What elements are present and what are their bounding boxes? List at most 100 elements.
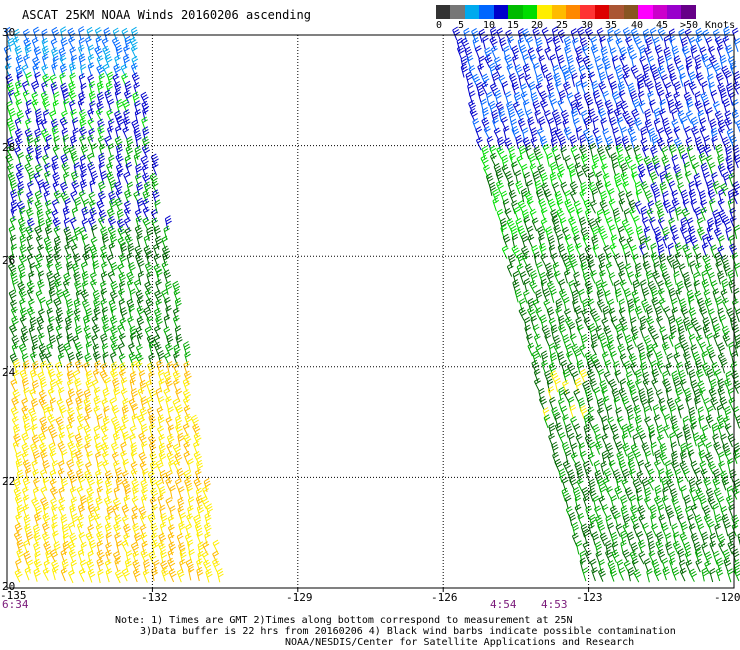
wind-barb <box>624 486 633 501</box>
wind-barb <box>130 442 138 457</box>
wind-barb <box>42 45 50 60</box>
wind-barb <box>81 298 90 313</box>
wind-barb <box>59 63 68 78</box>
wind-barb <box>550 98 558 113</box>
wind-barb <box>106 108 114 123</box>
scale-color-cell <box>464 5 480 19</box>
wind-barb <box>483 164 490 179</box>
wind-barb <box>178 542 186 557</box>
wind-barb <box>578 288 585 303</box>
wind-barb <box>123 53 130 69</box>
wind-barb <box>679 567 687 582</box>
wind-barb <box>704 560 712 574</box>
wind-barb <box>549 53 557 68</box>
wind-barb <box>51 209 59 223</box>
wind-barb <box>601 504 609 518</box>
wind-barb <box>80 494 87 510</box>
wind-barb <box>28 407 37 421</box>
wind-barb <box>155 479 163 493</box>
wind-barb <box>53 243 62 258</box>
wind-barb <box>566 54 574 70</box>
wind-barb <box>150 487 159 502</box>
wind-barb <box>130 449 138 464</box>
scale-label: 40 <box>631 20 644 31</box>
wind-barb <box>658 297 666 312</box>
wind-barb <box>637 342 645 357</box>
wind-barb <box>651 155 660 170</box>
wind-barb <box>688 36 696 51</box>
wind-barb <box>694 91 701 106</box>
wind-barb <box>26 306 36 321</box>
wind-barb <box>583 423 591 438</box>
wind-barb <box>665 505 673 520</box>
wind-barb <box>165 416 173 430</box>
wind-barb <box>521 163 528 179</box>
wind-barb <box>51 161 59 176</box>
wind-barb <box>42 459 50 474</box>
wind-barb <box>119 317 127 332</box>
wind-barb <box>123 116 131 131</box>
wind-barb <box>717 342 726 357</box>
wind-barb <box>115 163 124 178</box>
wind-barb <box>179 512 187 527</box>
wind-barb <box>696 217 704 232</box>
wind-barb <box>645 315 655 330</box>
wind-barb <box>717 496 725 511</box>
wind-barb <box>651 134 659 149</box>
wind-barb <box>720 182 729 197</box>
wind-barb <box>49 378 57 394</box>
lat-label-20: 20 <box>2 580 16 593</box>
wind-barb <box>5 73 14 88</box>
wind-barb <box>722 549 731 563</box>
wind-barb <box>47 323 54 338</box>
wind-barb <box>155 459 164 474</box>
wind-barb <box>523 289 530 304</box>
wind-barb <box>578 64 586 79</box>
wind-barb <box>688 307 697 322</box>
wind-barb <box>518 72 525 88</box>
wind-barb <box>708 271 715 287</box>
wind-barb <box>19 233 27 249</box>
wind-barb <box>623 560 631 574</box>
wind-barb <box>144 281 153 295</box>
wind-barb <box>19 369 28 383</box>
wind-barb <box>683 494 691 509</box>
wind-barb <box>97 190 106 205</box>
wind-barb <box>706 235 714 249</box>
wind-barb <box>554 45 562 60</box>
wind-barb <box>53 190 62 204</box>
wind-barb <box>650 512 657 528</box>
wind-barb <box>71 180 80 194</box>
wind-barb <box>33 523 41 539</box>
wind-barb <box>614 512 621 527</box>
wind-barb <box>13 90 21 105</box>
wind-barb <box>640 180 649 195</box>
wind-barb <box>654 200 664 214</box>
wind-barb <box>108 190 116 205</box>
scale-color-cell <box>551 5 566 19</box>
wind-barb <box>53 541 61 556</box>
wind-barb <box>541 325 550 339</box>
wind-barb <box>13 423 21 439</box>
wind-barb <box>682 271 690 286</box>
wind-barb <box>25 99 33 114</box>
wind-barb <box>139 461 147 475</box>
scale-color-cell <box>652 5 667 19</box>
wind-barb <box>570 416 577 430</box>
wind-barb <box>10 306 18 321</box>
wind-barb <box>13 486 22 501</box>
wind-barb <box>481 81 489 95</box>
wind-barb <box>460 63 468 78</box>
wind-barb <box>644 416 652 430</box>
scale-color-cell <box>609 5 624 19</box>
wind-barb <box>20 325 29 340</box>
wind-barb <box>508 72 517 87</box>
wind-barb <box>542 288 551 302</box>
wind-barb <box>601 415 608 430</box>
wind-barb <box>641 298 650 313</box>
scale-label: >50 <box>680 20 699 31</box>
wind-barb <box>136 305 145 320</box>
wind-barb <box>557 243 566 258</box>
lat-label-30: 30 <box>2 26 16 39</box>
wind-barb <box>502 233 511 248</box>
